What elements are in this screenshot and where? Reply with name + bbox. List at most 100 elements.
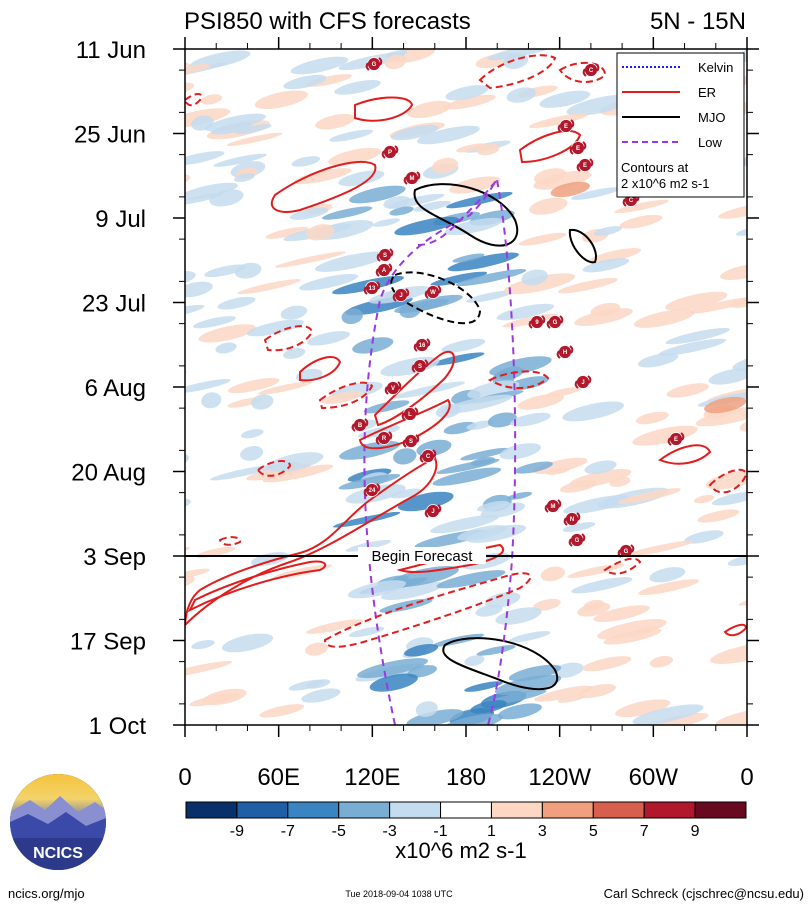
heatmap-cell [467, 380, 520, 399]
heatmap-cell [394, 216, 459, 236]
heatmap-cell [494, 674, 562, 695]
storm-marker: S [402, 434, 420, 448]
heatmap-cell [390, 124, 439, 141]
er-contour [723, 623, 747, 637]
svg-text:S: S [409, 439, 413, 445]
heatmap-cell [328, 147, 382, 166]
y-tick-label: 1 Oct [89, 713, 147, 740]
mjo-contour [413, 183, 519, 247]
heatmap-cell [533, 168, 567, 185]
heatmap-cell [574, 308, 633, 327]
heatmap-cell [499, 443, 541, 460]
heatmap-cell [185, 379, 231, 394]
svg-text:M: M [410, 176, 415, 182]
er-contour [487, 370, 550, 390]
heatmap-cell [348, 626, 385, 638]
heatmap-cell [201, 392, 222, 409]
heatmap-cell [153, 579, 177, 596]
heatmap-cell [416, 125, 480, 145]
heatmap-cell [283, 347, 306, 359]
heatmap-cell [562, 522, 596, 533]
storm-marker: 9 [528, 315, 546, 329]
heatmap-cell [266, 452, 324, 472]
colorbar-swatch [338, 801, 391, 819]
heatmap-cell [246, 319, 304, 337]
heatmap-cell [476, 645, 516, 656]
heatmap-cell [315, 251, 388, 272]
heatmap-cell [533, 170, 592, 190]
heatmap-cell [487, 412, 517, 428]
er-contour [299, 356, 342, 382]
storm-marker: E [576, 158, 594, 172]
storm-marker: P [381, 145, 399, 159]
heatmap-cell [590, 302, 621, 317]
heatmap-cell [529, 197, 568, 215]
heatmap-cell [508, 664, 562, 682]
heatmap-cell [385, 50, 408, 58]
mjo-contour [390, 271, 482, 325]
heatmap-cell [711, 491, 747, 506]
heatmap-cell [745, 172, 747, 183]
storm-marker: R [375, 431, 393, 445]
colorbar-swatch [541, 801, 594, 819]
heatmap-cell [506, 87, 536, 103]
heatmap-cell [258, 381, 312, 395]
heatmap-cell [632, 425, 698, 446]
heatmap-cell [546, 467, 571, 475]
colorbar-label: -1 [433, 823, 447, 840]
er-contour [318, 381, 374, 410]
heatmap-cell [213, 153, 267, 167]
storm-marker: S [376, 248, 394, 262]
heatmap-cell [593, 605, 650, 622]
x-tick-label: 0 [740, 764, 753, 791]
storm-marker: J [424, 504, 442, 518]
heatmap-cell [389, 566, 459, 588]
heatmap-cell [460, 447, 510, 461]
storm-marker: G [617, 544, 635, 558]
storm-marker: H [556, 345, 574, 359]
colorbar-label: -7 [281, 823, 295, 840]
svg-text:S: S [383, 253, 387, 259]
heatmap-cell [497, 703, 542, 720]
heatmap-cell [399, 302, 421, 319]
heatmap-cell [622, 540, 694, 558]
heatmap-cell [430, 514, 499, 534]
heatmap-cell [665, 291, 728, 311]
y-tick-label: 20 Aug [71, 460, 146, 487]
storm-marker: W [424, 285, 442, 299]
colorbar-swatch [389, 801, 442, 819]
svg-text:J: J [431, 509, 434, 515]
colorbar-swatch [287, 801, 340, 819]
heatmap-cell [697, 509, 740, 523]
chart-title: PSI850 with CFS forecasts [184, 8, 471, 35]
heatmap-cell [235, 124, 272, 135]
heatmap-cell [708, 368, 747, 385]
y-tick-label: 6 Aug [85, 375, 146, 402]
colorbar-label: -3 [383, 823, 397, 840]
heatmap-cell [290, 56, 349, 75]
heatmap-cell [293, 168, 352, 185]
colorbar-swatch [440, 801, 492, 819]
x-tick-label: 60E [257, 764, 300, 791]
colorbar: -9 -7 -5 -3 -1 1 3 5 7 9 [185, 801, 747, 840]
svg-text:G: G [372, 62, 377, 68]
svg-text:J: J [399, 293, 402, 299]
svg-text:16: 16 [419, 343, 426, 349]
heatmap-cell [393, 448, 417, 465]
storm-marker: C [582, 63, 600, 77]
heatmap-cell [372, 218, 401, 227]
er-contour [218, 536, 242, 546]
heatmap-cell [240, 429, 264, 439]
mjo-contour [568, 228, 597, 264]
heatmap-cell [589, 248, 642, 263]
colorbar-swatch [592, 801, 645, 819]
heatmap-cell [322, 206, 373, 220]
heatmap-cell [510, 412, 551, 427]
svg-text:N: N [570, 517, 574, 523]
er-contour [187, 560, 327, 613]
x-tick-label: 0 [178, 764, 191, 791]
heatmap-cell [456, 143, 486, 153]
storm-marker: N [563, 512, 581, 526]
storm-marker: 16 [413, 338, 431, 352]
